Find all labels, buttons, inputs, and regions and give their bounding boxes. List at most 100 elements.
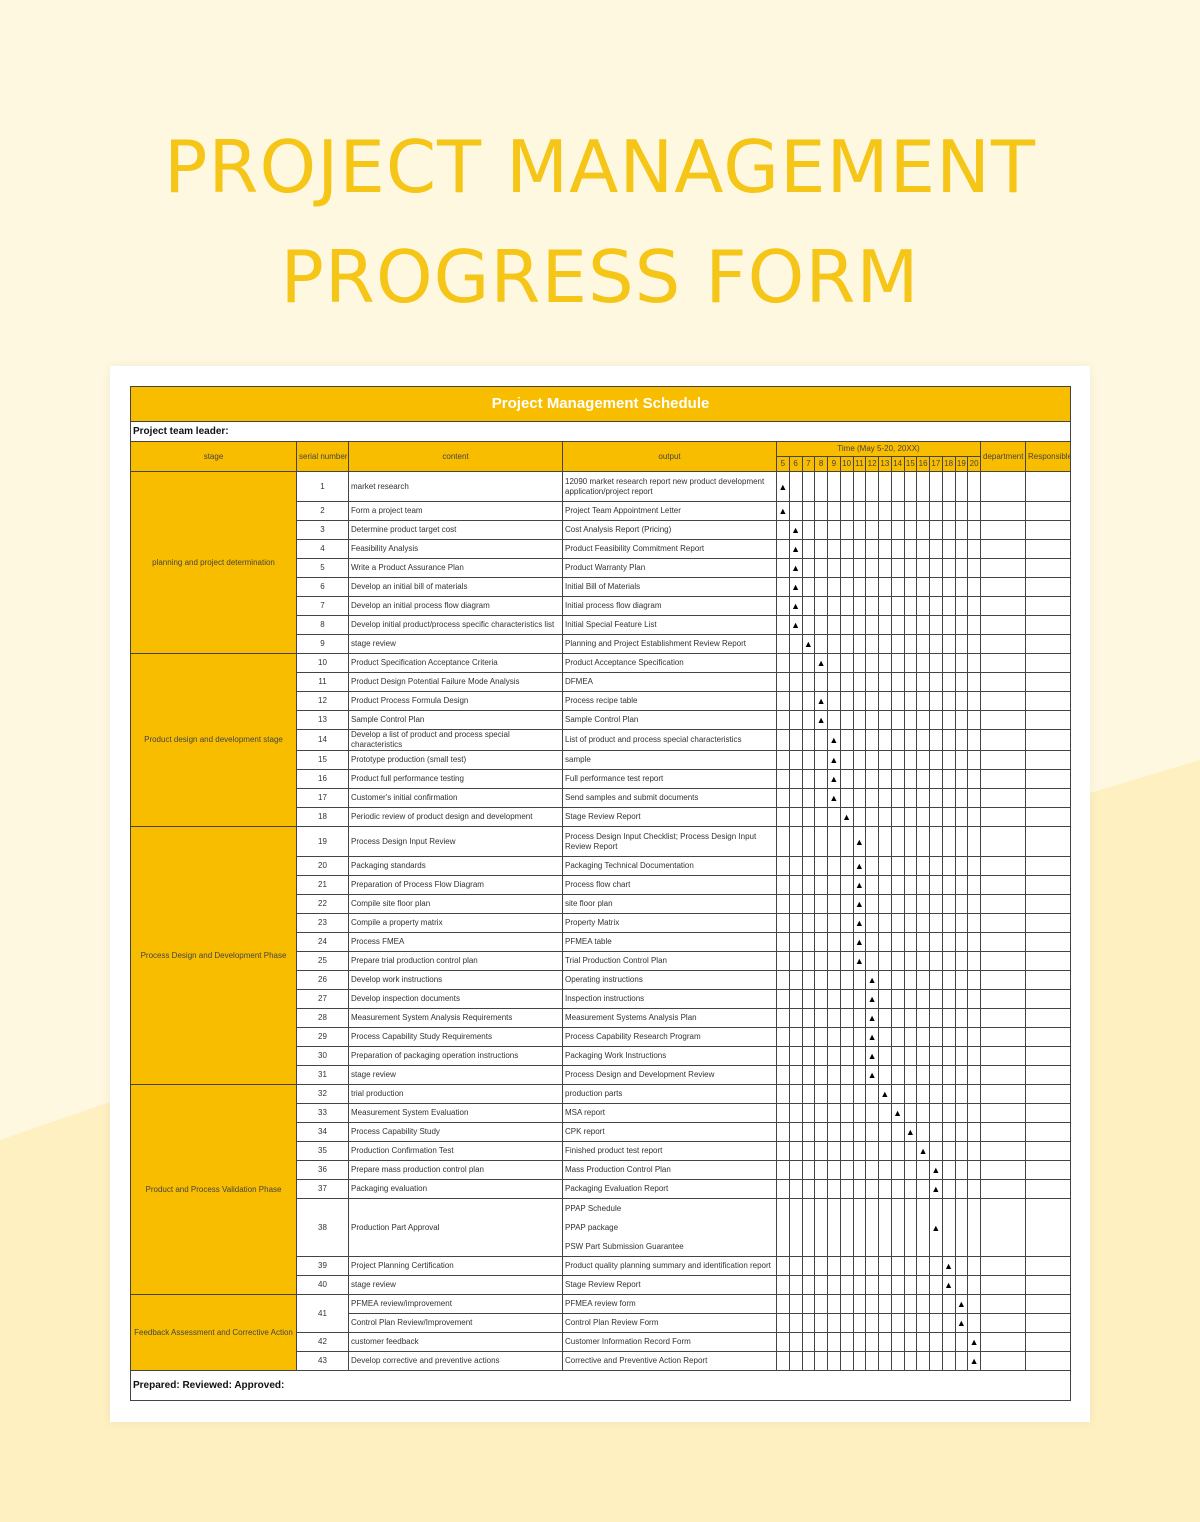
progress-marker: ▲ — [827, 750, 841, 770]
day-cell — [941, 750, 956, 770]
day-cell — [929, 729, 943, 751]
day-cell — [839, 615, 854, 635]
day-cell — [954, 501, 969, 521]
day-cell — [788, 1122, 803, 1142]
day-cell — [801, 1351, 816, 1371]
table-row: 12 Product Process Formula Design Process … — [131, 691, 1072, 711]
day-cell — [941, 672, 956, 692]
page-title-line2: PROGRESS FORM — [280, 235, 920, 319]
day-cell — [916, 1103, 930, 1123]
content-cell: Project Planning Certification — [348, 1256, 563, 1276]
stage-cell: Product design and development stage — [130, 653, 297, 827]
day-cell — [954, 989, 969, 1009]
department-cell — [980, 615, 1026, 635]
day-cell — [776, 788, 790, 808]
department-cell — [980, 788, 1026, 808]
day-cell — [827, 1008, 841, 1028]
day-cell — [903, 1256, 918, 1276]
day-header: 18 — [941, 456, 956, 472]
output-cell: Sample Control Plan — [562, 710, 777, 730]
day-cell — [788, 1141, 803, 1161]
day-cell — [814, 951, 828, 971]
content-cell: Product Process Formula Design — [348, 691, 563, 711]
progress-marker: ▲ — [929, 1179, 943, 1199]
day-cell — [776, 989, 790, 1009]
content-cell: Production Part Approval — [348, 1198, 563, 1257]
serial-cell: 6 — [296, 577, 349, 597]
department-cell — [980, 1103, 1026, 1123]
day-cell — [890, 596, 905, 616]
day-cell — [954, 750, 969, 770]
day-cell — [839, 1103, 854, 1123]
day-cell — [776, 596, 790, 616]
day-header: 16 — [916, 456, 930, 472]
day-cell — [827, 894, 841, 914]
serial-cell: 34 — [296, 1122, 349, 1142]
department-cell — [980, 1141, 1026, 1161]
department-cell — [980, 1275, 1026, 1295]
day-cell — [954, 710, 969, 730]
table-row: Product design and development stage 10 Pr… — [130, 653, 1072, 827]
day-cell — [827, 501, 841, 521]
day-cell — [865, 788, 879, 808]
schedule-title: Project Management Schedule — [129, 386, 1072, 422]
day-cell — [967, 1008, 981, 1028]
day-cell — [916, 1179, 930, 1199]
progress-marker: ▲ — [827, 729, 841, 751]
day-cell — [865, 501, 879, 521]
day-cell — [865, 615, 879, 635]
day-cell — [788, 710, 803, 730]
day-cell — [941, 913, 956, 933]
day-cell — [954, 634, 969, 654]
day-cell — [878, 1313, 892, 1333]
day-cell — [878, 856, 892, 876]
day-cell — [916, 558, 930, 578]
day-cell — [827, 471, 841, 502]
day-cell — [967, 989, 981, 1009]
day-cell — [941, 826, 956, 857]
progress-marker: ▲ — [903, 1122, 918, 1142]
responsible-cell — [1024, 577, 1072, 597]
day-cell — [954, 1103, 969, 1123]
day-cell — [878, 989, 892, 1009]
day-cell — [865, 1294, 879, 1314]
day-cell — [929, 769, 943, 789]
content-cell: PFMEA review/improvement — [348, 1294, 563, 1314]
output-cell: Operating instructions — [562, 970, 777, 990]
day-cell — [954, 807, 969, 827]
day-cell — [839, 856, 854, 876]
day-header: 6 — [788, 456, 803, 472]
day-cell — [852, 596, 867, 616]
day-cell — [903, 1351, 918, 1371]
day-cell — [916, 1046, 930, 1066]
day-header: 5 — [776, 456, 790, 472]
content-cell: Prepare mass production control plan — [348, 1160, 563, 1180]
output-cell: Process Design Input Checklist; Process … — [562, 826, 777, 857]
day-cell — [929, 596, 943, 616]
day-cell — [801, 1160, 816, 1180]
day-cell — [776, 558, 790, 578]
day-cell — [814, 1065, 828, 1085]
day-cell — [776, 1179, 790, 1199]
day-cell — [814, 1332, 828, 1352]
day-cell — [878, 672, 892, 692]
day-cell — [903, 932, 918, 952]
serial-cell: 31 — [296, 1065, 349, 1085]
day-cell — [878, 807, 892, 827]
day-cell — [852, 1256, 867, 1276]
department-cell — [980, 539, 1026, 559]
progress-marker: ▲ — [941, 1256, 956, 1276]
day-cell — [878, 769, 892, 789]
table-row: 16 Product full performance testing Full p… — [131, 769, 1072, 789]
day-cell — [801, 989, 816, 1009]
day-cell — [890, 1084, 905, 1104]
content-cell: Preparation of packaging operation instr… — [348, 1046, 563, 1066]
day-cell — [967, 539, 981, 559]
day-cell — [878, 1256, 892, 1276]
day-cell — [967, 710, 981, 730]
serial-cell: 22 — [296, 894, 349, 914]
day-cell — [967, 951, 981, 971]
day-cell — [929, 1313, 943, 1333]
day-cell — [865, 520, 879, 540]
day-cell — [941, 856, 956, 876]
